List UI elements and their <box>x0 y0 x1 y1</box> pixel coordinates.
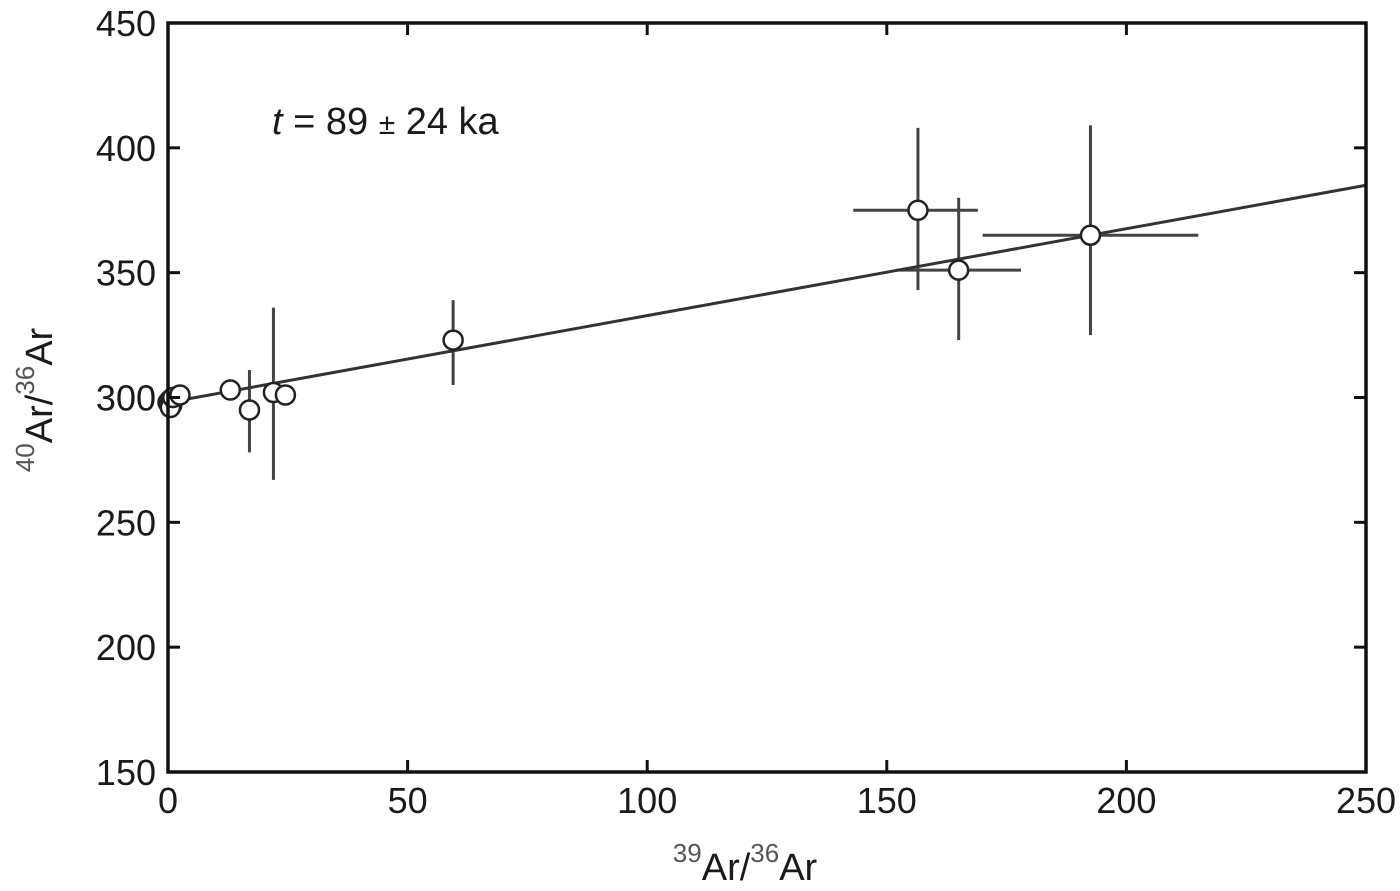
y-tick-label: 400 <box>96 128 156 169</box>
y-tick-label: 300 <box>96 378 156 419</box>
x-tick-label: 0 <box>158 780 178 821</box>
annotation-plus-minus: ± <box>379 108 395 141</box>
data-point-open <box>169 384 191 406</box>
y-axis-label: 40Ar/36Ar <box>10 327 61 472</box>
y-tick-label: 250 <box>96 502 156 543</box>
annotation-uncertainty: 24 ka <box>395 101 499 143</box>
data-point-open <box>442 329 464 351</box>
x-label-mass-39: 39 <box>673 838 702 868</box>
x-tick-label: 50 <box>388 780 428 821</box>
x-label-ar-2: Ar <box>779 847 817 889</box>
y-tick-label: 200 <box>96 627 156 668</box>
x-tick-label: 250 <box>1336 780 1396 821</box>
tick-labels: 0 50 100 150 200 250 150 200 250 300 350 400 450 <box>96 3 1396 821</box>
data-point-open <box>238 399 261 421</box>
y-label-mass-36: 36 <box>10 366 40 395</box>
isochron-fit-line <box>167 183 1367 404</box>
x-label-ar-1: Ar/ <box>702 847 751 889</box>
age-annotation: t = 89 ± 24 ka <box>272 101 500 143</box>
y-tick-label: 450 <box>96 3 156 44</box>
x-tick-label: 100 <box>617 780 677 821</box>
x-tick-label: 150 <box>857 780 917 821</box>
annotation-value: = 89 <box>283 101 379 143</box>
data-point-open <box>274 384 297 406</box>
y-tick-label: 150 <box>96 752 156 793</box>
y-tick-label: 350 <box>96 253 156 294</box>
data-point-open <box>907 199 929 221</box>
axis-ticks <box>166 21 1368 774</box>
x-label-mass-36: 36 <box>750 838 779 868</box>
y-label-ar-1: Ar/ <box>19 394 61 443</box>
data-point-open <box>219 379 242 401</box>
data-point-open <box>1079 224 1102 246</box>
x-tick-label: 200 <box>1096 780 1156 821</box>
y-label-mass-40: 40 <box>10 443 40 472</box>
annotation-symbol: t <box>272 101 284 143</box>
x-axis-label: 39Ar/36Ar <box>673 838 818 889</box>
data-point-open <box>947 259 970 281</box>
y-label-ar-2: Ar <box>19 327 61 365</box>
